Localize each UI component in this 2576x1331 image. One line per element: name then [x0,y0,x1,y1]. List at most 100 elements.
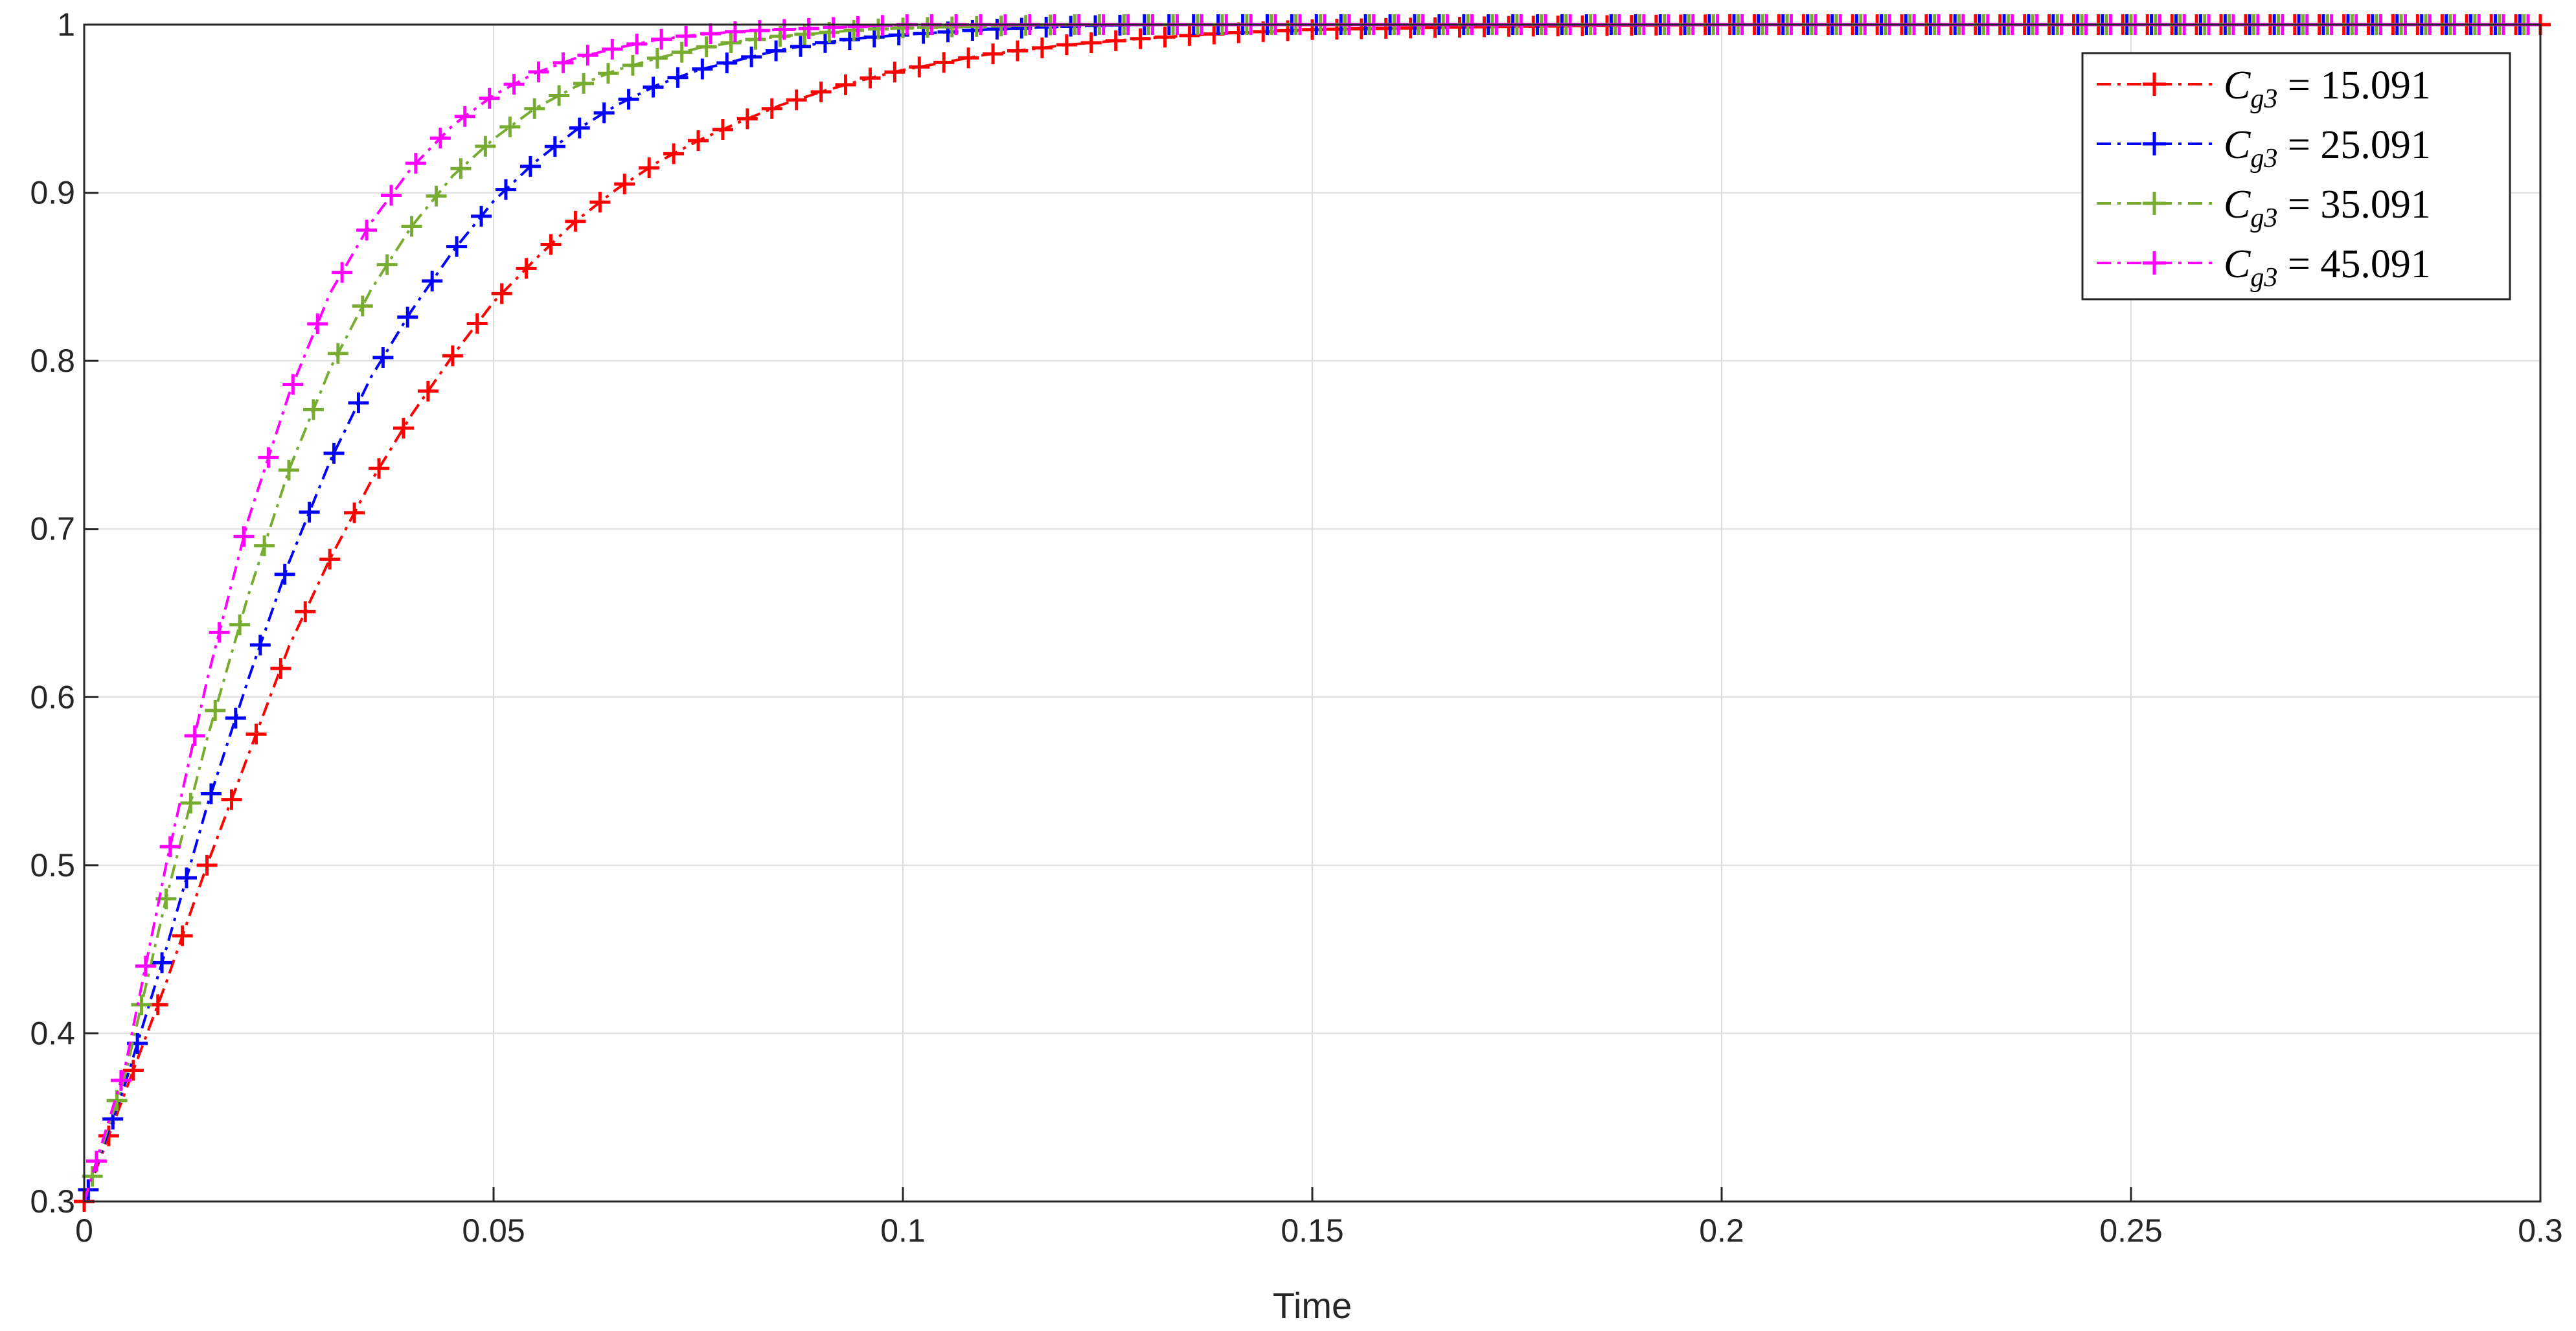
data-point-marker [893,17,913,39]
data-point-marker [229,614,251,635]
data-point-marker [798,17,819,39]
data-point-marker [544,136,565,157]
data-point-marker [602,38,623,60]
data-point-marker [369,458,390,479]
data-point-marker [835,74,856,95]
data-point-marker [810,81,832,102]
data-point-marker [401,216,422,237]
y-tick-label: 0.7 [30,511,75,547]
data-point-marker [393,417,414,438]
data-point-marker [1179,25,1200,46]
data-point-marker [884,62,906,83]
data-point-marker [745,28,766,50]
data-point-marker [712,119,733,140]
data-point-marker [966,16,987,37]
x-tick-label: 0.2 [1699,1212,1744,1249]
x-tick-label: 0.1 [880,1212,926,1249]
data-point-marker [180,792,201,813]
data-point-marker [258,447,279,468]
data-point-marker [528,61,549,82]
data-point-marker [466,313,488,334]
data-point-marker [302,399,324,420]
data-point-marker [372,347,394,368]
data-point-marker [549,85,570,106]
data-point-marker [475,135,496,157]
legend-marker [2143,132,2166,155]
data-point-marker [426,185,447,207]
data-point-marker [540,234,562,255]
data-point-marker [786,89,807,111]
data-point-marker [667,67,689,88]
data-point-marker [135,955,156,977]
data-point-marker [860,67,881,89]
data-point-marker [597,63,619,84]
data-point-marker [159,836,181,858]
data-point-marker [299,501,320,523]
data-point-marker [519,155,541,177]
legend-label: Cg3 = 25.091 [2224,123,2431,174]
legend-marker [2143,73,2166,96]
data-point-marker [736,108,758,130]
data-point-marker [454,106,475,127]
data-point-marker [196,854,218,876]
data-point-marker [646,47,668,69]
data-point-marker [327,343,348,364]
data-point-marker [618,89,639,110]
y-tick-label: 0.8 [30,343,75,379]
y-tick-label: 0.6 [30,679,75,715]
data-point-marker [172,925,193,946]
data-point-marker [446,236,468,257]
data-point-marker [823,17,844,38]
data-point-marker [941,16,963,38]
data-point-marker [577,45,598,66]
data-point-marker [716,52,738,74]
axis-ticks: 0 0.05 0.1 0.15 0.2 0.25 0.3 0.3 0.4 0.5 0.6 0.7 0.8… [30,6,2562,1249]
data-point-marker [344,502,365,523]
data-point-marker [589,192,611,213]
data-point-marker [82,1166,103,1187]
data-point-marker [381,185,402,206]
data-point-marker [1080,32,1102,54]
data-point-marker [225,707,246,729]
data-point-marker [909,56,930,78]
x-tick-label: 0.05 [462,1212,525,1249]
data-point-marker [491,283,512,304]
data-point-marker [429,128,451,149]
data-point-marker [565,210,586,232]
data-point-marker [569,117,590,139]
x-tick-label: 0.3 [2518,1212,2563,1249]
data-point-marker [676,25,697,47]
data-point-marker [983,43,1004,65]
data-point-marker [245,723,267,745]
data-point-marker [422,270,443,291]
data-point-marker [249,634,271,655]
data-point-marker [85,1150,107,1172]
data-point-marker [442,345,463,367]
data-point-marker [720,32,742,54]
legend-label: Cg3 = 35.091 [2224,183,2431,233]
data-point-marker [663,143,685,165]
data-point-marker [643,76,664,98]
data-point-marker [503,74,525,95]
data-point-marker [843,19,865,41]
data-point-marker [152,952,173,973]
x-tick-label: 0.25 [2099,1212,2162,1249]
data-point-marker [233,526,255,547]
data-point-marker [868,18,889,40]
data-point-marker [397,306,418,328]
data-point-marker [323,442,345,464]
data-point-marker [1105,30,1126,51]
data-point-marker [471,205,492,227]
data-point-marker [516,258,537,279]
data-point-marker [499,116,521,137]
data-point-marker [176,867,197,889]
data-point-marker [352,295,373,317]
data-point-marker [761,98,782,119]
data-point-marker [688,130,709,152]
data-point-marker [773,19,795,40]
data-point-marker [553,52,574,73]
data-point-marker [405,153,426,174]
data-point-marker [1031,37,1053,58]
data-point-marker [958,47,979,69]
data-point-marker [356,220,378,241]
